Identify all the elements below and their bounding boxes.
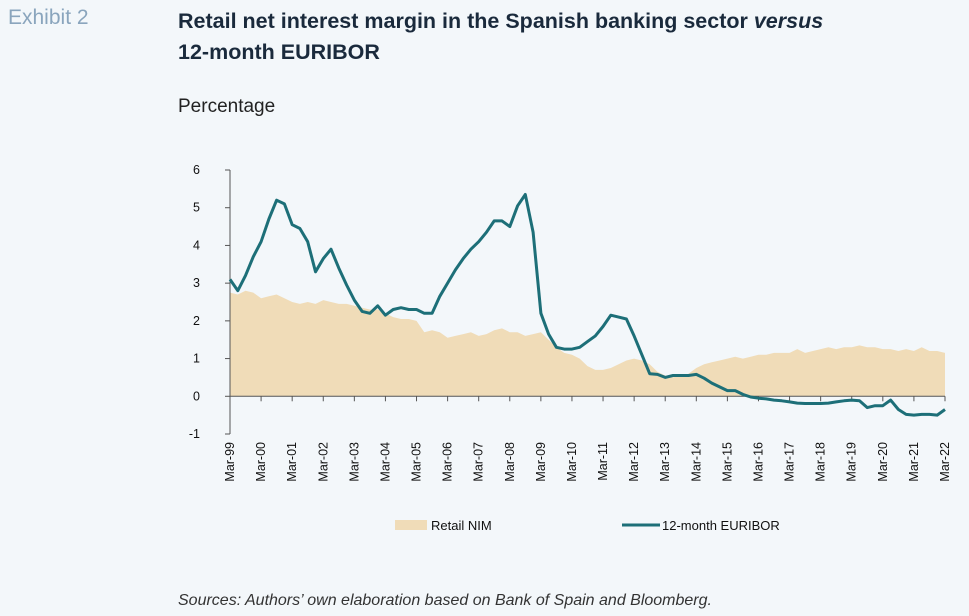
- legend-label-euribor: 12-month EURIBOR: [662, 518, 780, 533]
- x-tick-label: Mar-17: [783, 442, 797, 482]
- source-note: Sources: Authors’ own elaboration based …: [178, 592, 712, 609]
- x-tick-label: Mar-20: [876, 442, 890, 482]
- x-tick-label: Mar-21: [907, 442, 921, 482]
- x-tick-label: Mar-10: [565, 442, 579, 482]
- legend-label-retail-nim: Retail NIM: [431, 518, 492, 533]
- y-tick-label: 5: [193, 201, 200, 215]
- x-tick-label: Mar-13: [658, 442, 672, 482]
- y-tick-label: 0: [193, 389, 200, 403]
- unit-label: Percentage: [178, 96, 276, 117]
- x-tick-label: Mar-07: [472, 442, 486, 482]
- title-line2: 12-month EURIBOR: [178, 40, 380, 64]
- x-tick-label: Mar-99: [223, 442, 237, 482]
- x-tick-label: Mar-02: [316, 442, 330, 482]
- x-tick-label: Mar-22: [938, 442, 952, 482]
- x-tick-label: Mar-04: [378, 442, 392, 482]
- x-tick-label: Mar-06: [441, 442, 455, 482]
- y-tick-label: 6: [193, 163, 200, 177]
- x-tick-label: Mar-19: [845, 442, 859, 482]
- x-tick-label: Mar-12: [627, 442, 641, 482]
- x-tick-label: Mar-18: [814, 442, 828, 482]
- legend-swatch-retail-nim: [395, 520, 427, 530]
- x-tick-label: Mar-14: [689, 442, 703, 482]
- y-tick-label: 2: [193, 314, 200, 328]
- x-tick-label: Mar-08: [503, 442, 517, 482]
- y-tick-label: 4: [193, 238, 200, 252]
- x-tick-label: Mar-03: [347, 442, 361, 482]
- euribor-line: [228, 193, 946, 417]
- chart: -1 0 1 2 3 4 5 6 Mar-99 Mar-00 Mar-01 Mar-02 Mar-03 M…: [189, 163, 952, 533]
- y-tick-label: 3: [193, 276, 200, 290]
- x-tick-label: Mar-11: [596, 442, 610, 481]
- title-italic: versus: [753, 9, 824, 33]
- x-tick-label: Mar-05: [410, 442, 424, 482]
- y-tick-label: -1: [189, 427, 200, 441]
- retail-nim-area: [230, 290, 945, 397]
- x-tick-label: Mar-00: [254, 442, 268, 482]
- x-tick-label: Mar-09: [534, 442, 548, 482]
- exhibit-label: Exhibit 2: [8, 6, 89, 29]
- x-tick-label: Mar-01: [285, 442, 299, 482]
- title-main: Retail net interest margin in the Spanis…: [178, 9, 754, 33]
- x-tick-label: Mar-15: [720, 442, 734, 482]
- x-tick-label: Mar-16: [751, 442, 765, 482]
- chart-title: Retail net interest margin in the Spanis…: [178, 6, 968, 68]
- y-tick-label: 1: [193, 352, 200, 366]
